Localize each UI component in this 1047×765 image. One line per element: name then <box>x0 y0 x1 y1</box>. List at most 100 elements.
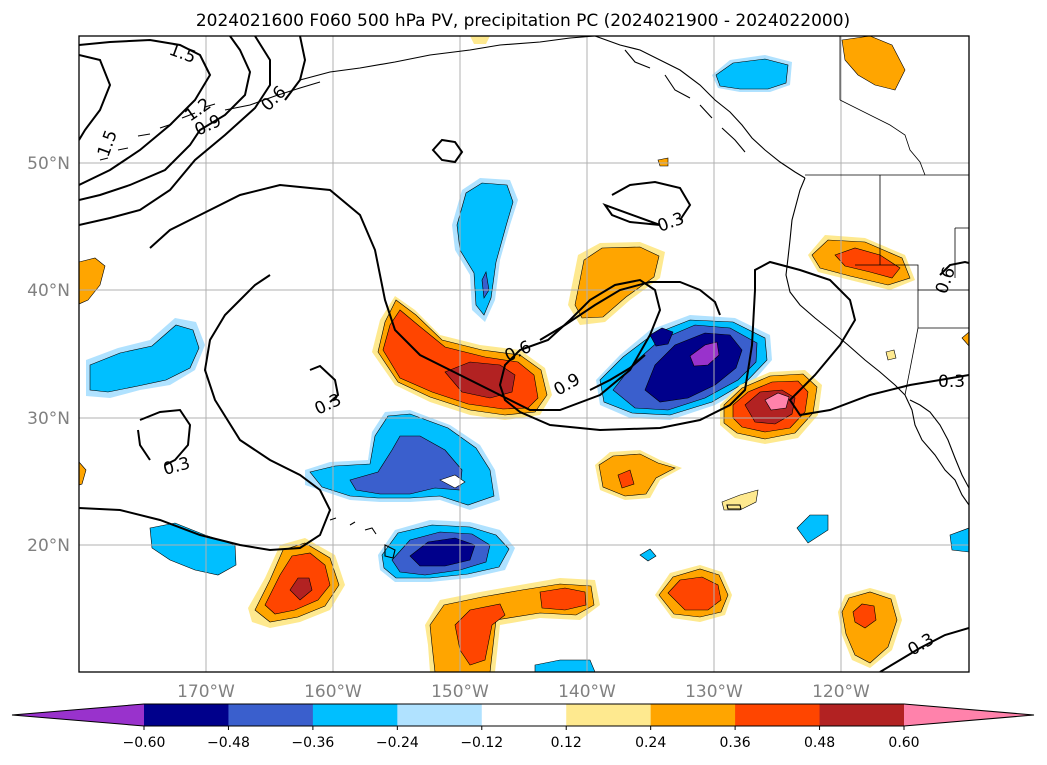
pv-contour-small <box>939 260 969 276</box>
precip-negative-blob <box>649 327 674 347</box>
colorbar-tick-label: −0.12 <box>460 735 503 751</box>
precip-negative-blob <box>639 548 657 562</box>
us-west-coastline <box>785 177 906 396</box>
lat-tick-label: 40°N <box>27 281 70 301</box>
precip-field <box>79 36 969 672</box>
pv-contour-1.5 <box>79 54 112 141</box>
colorbar-extend-min <box>12 704 144 726</box>
baja-coastline <box>904 394 969 506</box>
aleutian-islands <box>99 103 216 161</box>
precip-positive-blob <box>885 349 897 361</box>
precip-negative-blob <box>715 58 789 90</box>
lat-tick-label: 20°N <box>27 536 70 556</box>
pv-contour-0.9 <box>79 36 271 226</box>
pv-contour-0.3 <box>137 408 192 466</box>
pv-contour-0.3 <box>602 180 692 226</box>
precip-positive-blob <box>444 361 516 399</box>
pv-contour-0.3 <box>149 183 969 432</box>
precip-positive-blob <box>79 257 106 305</box>
precip-positive-blob <box>841 36 906 91</box>
hawaii-islands <box>329 517 396 559</box>
lon-tick-label: 170°W <box>177 682 235 702</box>
colorbar-segment <box>228 704 314 726</box>
colorbar-tick-label: −0.48 <box>207 735 250 751</box>
precip-negative-blob <box>349 435 463 495</box>
pv-contour-small <box>431 138 464 164</box>
figure-title: 2024021600 F060 500 hPa PV, precipitatio… <box>196 11 850 31</box>
colorbar-segment <box>819 704 905 726</box>
contour-label: 0.3 <box>938 372 965 392</box>
colorbar-segment <box>144 704 229 726</box>
pv-contour-0.9 <box>589 354 646 391</box>
precip-negative-blob <box>796 514 829 544</box>
lat-tick-labels: 50°N 40°N 30°N 20°N <box>27 154 70 556</box>
pv-contour-1.5 <box>79 38 212 186</box>
pv-contour-0.3 <box>309 364 340 403</box>
lon-tick-label: 150°W <box>431 682 489 702</box>
pv-contour-0.6 <box>539 281 721 341</box>
precip-positive-blob <box>574 246 660 319</box>
colorbar-tick-label: −0.24 <box>376 735 419 751</box>
precip-negative-blob <box>439 474 466 489</box>
colorbar-tick-label: 0.60 <box>888 735 919 751</box>
colorbar-labels: −0.60 −0.48 −0.36 −0.24 −0.12 0.12 0.24 0.36 0.4… <box>123 726 920 751</box>
island <box>726 504 742 510</box>
colorbar-segment <box>312 704 398 726</box>
precip-positive-blob <box>834 247 901 279</box>
lon-tick-label: 120°W <box>812 682 870 702</box>
gridlines <box>79 36 969 672</box>
precip-positive-blob <box>617 469 635 489</box>
precip-positive-blob <box>667 576 722 611</box>
colorbar-tick-label: 0.12 <box>551 735 582 751</box>
coastlines <box>99 36 969 559</box>
precip-positive-blob <box>79 461 87 486</box>
borders <box>805 36 969 396</box>
precip-positive-blob <box>764 392 790 411</box>
lon-tick-label: 130°W <box>685 682 743 702</box>
pv-contours <box>79 36 969 672</box>
pv-contour-1.2 <box>79 36 252 201</box>
precip-negative-blob <box>534 659 596 672</box>
precip-positive-blob <box>598 453 676 497</box>
precip-positive-blob <box>961 331 969 347</box>
colorbar-extend-max <box>904 704 1034 726</box>
baja-coastline <box>909 399 969 489</box>
precip-positive-blob <box>289 577 313 601</box>
colorbar-tick-label: −0.60 <box>123 735 166 751</box>
lon-tick-label: 140°W <box>558 682 616 702</box>
lon-tick-label: 160°W <box>304 682 362 702</box>
map-area: 1.5 1.2 0.9 0.6 1.5 0.3 0.3 0.3 0.6 0.9 … <box>79 36 969 672</box>
precip-positive-blob <box>539 587 587 611</box>
precip-negative-blob <box>456 182 514 316</box>
colorbar-tick-label: 0.48 <box>804 735 835 751</box>
colorbar-segment <box>735 704 821 726</box>
pv-contour-0.3 <box>879 627 969 672</box>
lon-tick-labels: 170°W 160°W 150°W 140°W 130°W 120°W <box>177 682 870 702</box>
precip-negative-blob <box>689 341 720 367</box>
panhandle-coastline <box>624 49 746 153</box>
precip-positive-blob <box>470 36 490 44</box>
alaska-coastline <box>299 36 596 81</box>
precip-positive-blob <box>454 603 506 666</box>
panhandle-coastline <box>594 36 806 179</box>
map-frame <box>78 35 970 673</box>
colorbar-segment <box>397 704 483 726</box>
colorbar-segment <box>481 704 567 726</box>
pv-contour-0.6 <box>284 36 307 101</box>
lat-tick-label: 50°N <box>27 154 70 174</box>
colorbar-tick-label: −0.36 <box>291 735 334 751</box>
precip-negative-blob <box>149 522 237 576</box>
pv-contour-0.3 <box>79 274 332 552</box>
precip-positive-blob <box>852 603 877 629</box>
colorbar-tick-label: 0.24 <box>635 735 666 751</box>
colorbar-segment <box>650 704 736 726</box>
colorbar-tick-label: 0.36 <box>720 735 751 751</box>
precip-negative-blob <box>89 324 200 393</box>
lat-tick-label: 30°N <box>27 409 70 429</box>
alaska-coastline <box>224 81 321 111</box>
colorbar <box>11 703 1035 727</box>
precip-positive-blob <box>657 157 669 167</box>
state-borders <box>839 99 969 396</box>
colorbar-segment <box>566 704 652 726</box>
